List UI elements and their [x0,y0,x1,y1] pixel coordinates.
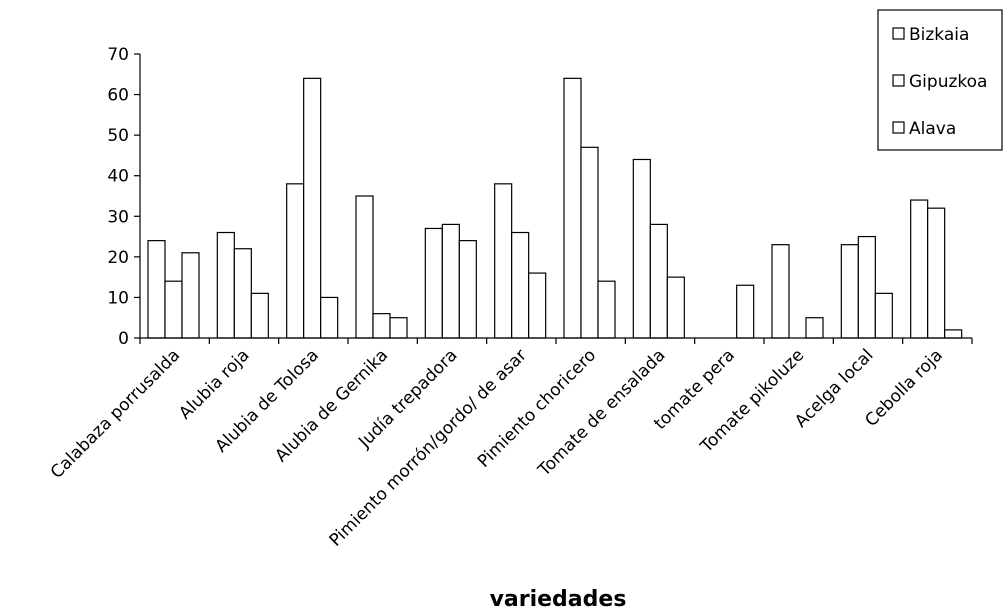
bar-alava-10 [805,317,824,339]
legend-swatch-alava [892,121,905,134]
bar-bizkaia-3 [286,183,305,339]
bar-alava-12 [944,329,963,339]
bar-alava-11 [874,292,893,339]
bar-gipuzkoa-7 [580,146,599,339]
y-tick-label: 10 [107,288,129,308]
bar-alava-4 [389,317,408,339]
category-label: Pimiento choricero [474,345,600,471]
y-tick-label: 60 [107,86,129,106]
bar-gipuzkoa-5 [441,223,460,339]
y-tick-label: 20 [107,248,129,268]
bar-alava-5 [458,240,477,339]
legend-label-bizkaia: Bizkaia [909,25,969,45]
bar-alava-3 [320,296,339,339]
bar-bizkaia-11 [840,244,859,339]
bar-bizkaia-4 [355,195,374,339]
bar-gipuzkoa-6 [511,231,530,339]
y-tick-label: 70 [107,45,129,65]
bar-gipuzkoa-3 [303,77,322,339]
y-axis-ticks: 0 10 20 30 40 50 60 70 [107,45,140,349]
bar-alava-7 [597,280,616,339]
bar-bizkaia-2 [216,231,235,339]
bar-bizkaia-5 [424,227,443,339]
legend-swatch-bizkaia [892,27,905,40]
x-axis-title: variedades [490,587,627,612]
bar-bizkaia-7 [563,77,582,339]
bar-bizkaia-12 [910,199,929,339]
bar-gipuzkoa-11 [857,235,876,339]
category-label: Tomate de ensalada [534,345,670,481]
bar-gipuzkoa-4 [372,313,391,339]
legend-swatch-gipuzkoa [892,74,905,87]
y-tick-label: 40 [107,167,129,187]
x-axis-ticks [139,338,973,344]
y-tick-label: 50 [107,126,129,146]
bar-alava-1 [181,252,200,339]
bar-bizkaia-6 [494,183,513,339]
legend-label-gipuzkoa: Gipuzkoa [909,72,987,92]
bars [147,77,963,339]
bar-alava-8 [666,276,685,339]
legend: Bizkaia Gipuzkoa Alava [877,9,1003,151]
legend-label-alava: Alava [909,119,956,139]
bar-bizkaia-1 [147,240,166,339]
bar-gipuzkoa-12 [927,207,946,339]
bar-alava-6 [528,272,547,339]
bar-alava-2 [250,292,269,339]
y-tick-label: 0 [118,329,129,349]
bar-bizkaia-8 [632,158,651,339]
bar-alava-9 [736,284,755,339]
y-tick-label: 30 [107,207,129,227]
category-label: Calabaza porrusalda [47,345,184,482]
bar-gipuzkoa-1 [164,280,183,339]
bar-bizkaia-10 [771,244,790,339]
bar-gipuzkoa-2 [233,248,252,339]
bar-gipuzkoa-8 [649,223,668,339]
